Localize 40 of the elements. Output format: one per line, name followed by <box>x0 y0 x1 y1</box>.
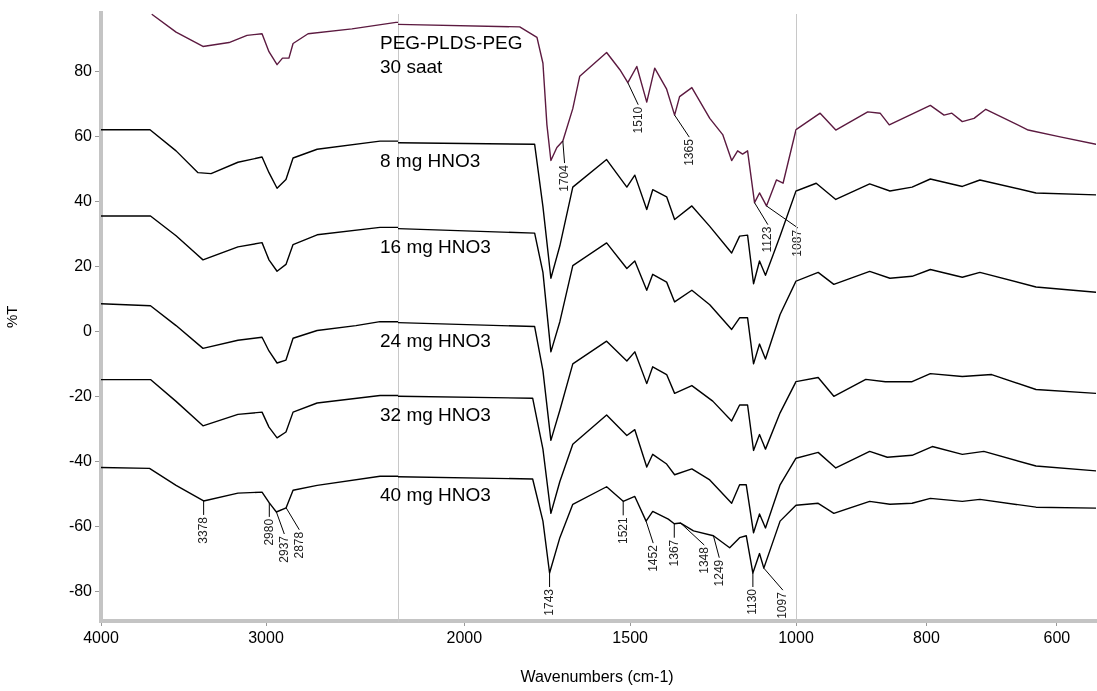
y-tick-label: 60 <box>74 126 93 144</box>
y-tick-label: -80 <box>68 582 93 600</box>
x-tick-label: 3000 <box>248 629 284 647</box>
annotation: 3378 <box>195 516 210 544</box>
series-label: PEG-PLDS-PEG 30 saat <box>380 32 523 78</box>
y-tick-label: 40 <box>74 191 93 209</box>
annotation: 1097 <box>775 591 790 619</box>
y-tick-label: 80 <box>74 61 93 79</box>
x-tick-label: 1500 <box>612 629 649 647</box>
y-tick-label: -60 <box>68 517 93 535</box>
series-label: 40 mg HNO3 <box>380 484 491 506</box>
x-axis-title: Wavenumbers (cm-1) <box>520 667 674 685</box>
x-tick-label: 600 <box>1043 629 1071 647</box>
y-tick-label: 20 <box>74 256 93 274</box>
y-axis-title: %T <box>3 305 21 329</box>
annotation: 1521 <box>615 517 630 545</box>
annotation: 1249 <box>711 559 726 587</box>
series-label: 16 mg HNO3 <box>380 236 491 258</box>
annotation: 1365 <box>681 138 696 166</box>
annotation: 2980 <box>261 518 276 546</box>
x-tick-label: 800 <box>913 629 940 647</box>
series-label: 32 mg HNO3 <box>380 404 491 426</box>
annotation: 2937 <box>276 535 291 563</box>
y-tick-label: -40 <box>68 451 93 469</box>
y-tick-label: 0 <box>83 321 93 339</box>
x-tick-label: 1000 <box>778 629 814 647</box>
annotation: 1452 <box>645 544 660 572</box>
annotation: 1510 <box>630 106 645 134</box>
series-label: 8 mg HNO3 <box>380 150 481 172</box>
series-label: 24 mg HNO3 <box>380 330 491 352</box>
annotation: 2878 <box>291 531 306 559</box>
annotation: 1348 <box>696 546 711 574</box>
annotation: 1367 <box>666 539 681 567</box>
annotation: 1743 <box>541 588 556 616</box>
x-tick-label: 4000 <box>83 629 119 647</box>
annotation: 1704 <box>556 164 571 192</box>
x-tick-label: 2000 <box>446 629 483 647</box>
y-tick-label: -20 <box>68 386 93 404</box>
annotation: 1123 <box>760 226 775 253</box>
annotation: 1130 <box>745 588 760 615</box>
